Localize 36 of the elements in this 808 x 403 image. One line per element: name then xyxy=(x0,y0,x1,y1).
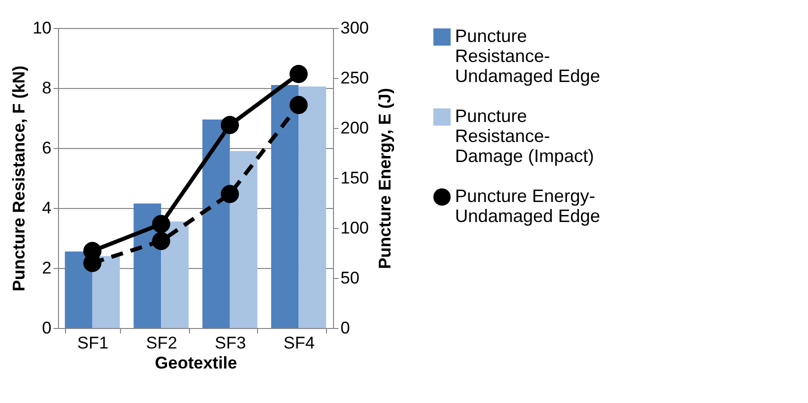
x-tick-label: SF1 xyxy=(77,334,108,352)
legend-label: Puncture Energy-Undamaged Edge xyxy=(455,186,600,226)
point xyxy=(220,184,239,204)
y-axis-title: Puncture Resistance, F (kN) xyxy=(10,66,29,292)
legend-label: Puncture Resistance-Damage (Impact) xyxy=(455,106,594,166)
x-tick-label: SF3 xyxy=(214,334,246,352)
bar xyxy=(64,252,92,328)
point xyxy=(220,116,239,134)
y-tick-label: 8 xyxy=(42,78,52,98)
point xyxy=(152,232,170,250)
y2-tick-label: 100 xyxy=(340,218,369,238)
bar xyxy=(298,86,326,328)
point xyxy=(152,214,170,234)
y-tick-label: 10 xyxy=(32,18,52,38)
legend-label: Puncture Resistance-Undamaged Edge xyxy=(455,26,600,86)
y-tick-label: 6 xyxy=(42,138,52,158)
bar xyxy=(202,120,230,328)
y2-tick-label: 150 xyxy=(340,168,369,188)
x-tick-label: SF4 xyxy=(284,334,315,352)
bar xyxy=(161,222,189,328)
y2-tick-label: 250 xyxy=(340,68,369,88)
y-tick-label: 4 xyxy=(42,198,52,218)
x-tick-label: SF2 xyxy=(146,334,178,352)
point xyxy=(290,96,308,114)
y2-tick-label: 50 xyxy=(340,268,360,288)
y-tick-label: 0 xyxy=(42,318,52,338)
y2-tick-label: 300 xyxy=(340,18,369,38)
y-tick-label: 2 xyxy=(42,258,52,278)
bar xyxy=(92,256,120,328)
bar xyxy=(230,151,258,328)
y2-tick-label: 200 xyxy=(340,118,369,138)
point xyxy=(290,64,308,84)
bar xyxy=(271,85,299,328)
x-axis-title: Geotextile xyxy=(154,354,238,372)
y2-axis-title: Puncture Energy, E (J) xyxy=(376,88,394,270)
y2-tick-label: 0 xyxy=(340,318,350,338)
